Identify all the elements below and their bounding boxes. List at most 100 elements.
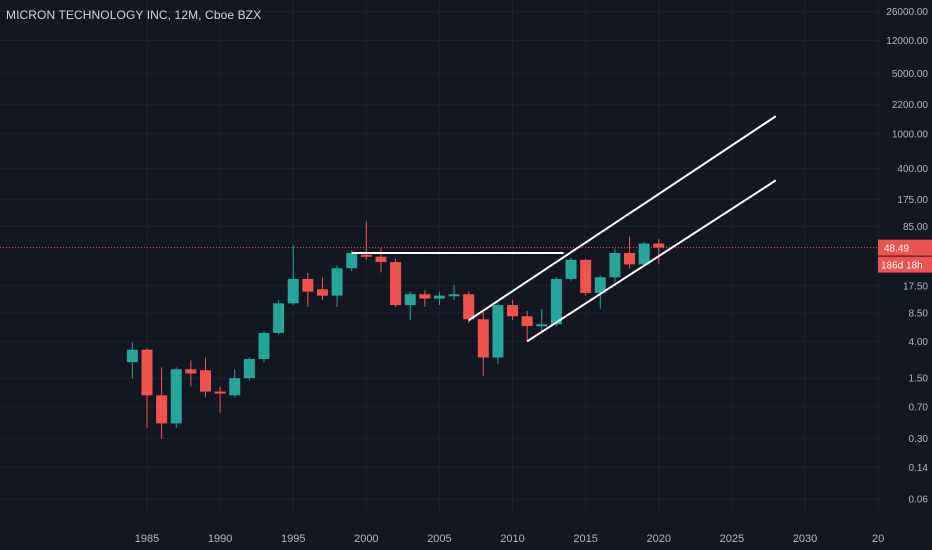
last-price-label: 48.49	[884, 244, 909, 255]
candle-body	[199, 370, 211, 392]
candle-2018	[624, 236, 636, 269]
candle-2009	[492, 303, 504, 364]
candle-body	[375, 256, 387, 263]
x-tick-label: 2030	[793, 533, 817, 545]
time-axis[interactable]: 1985 1990 1995 2000 2005 2010 2015 2020 2025 2030…	[135, 533, 884, 545]
price-badge: 48.49 186d 18h	[878, 239, 932, 273]
candle-body	[360, 254, 372, 257]
x-tick-label: 20	[872, 533, 884, 545]
candle-body	[316, 289, 328, 296]
candle-2003	[404, 291, 416, 321]
candle-2000	[360, 221, 372, 260]
candle-1984	[126, 342, 138, 379]
trend-lines	[351, 115, 777, 343]
candle-body	[419, 294, 431, 299]
candle-body	[243, 358, 255, 379]
candle-body	[156, 395, 168, 424]
candle-2001	[375, 247, 387, 273]
candle-body	[448, 294, 460, 297]
candle-body	[580, 259, 592, 293]
candle-2013	[550, 277, 562, 327]
candle-body	[404, 294, 416, 306]
candle-2011	[521, 310, 533, 342]
y-tick-label: 1.50	[909, 374, 929, 385]
y-tick-label: 2200.00	[892, 100, 929, 111]
grid	[0, 0, 880, 515]
candle-body	[653, 243, 665, 248]
candle-2006	[448, 284, 460, 301]
candle-body	[390, 262, 402, 306]
candles	[126, 221, 665, 439]
x-tick-label: 2025	[720, 533, 744, 545]
candle-1991	[229, 369, 241, 398]
candle-2010	[507, 300, 519, 321]
trend-line[interactable]	[526, 179, 777, 343]
candle-2015	[580, 258, 592, 296]
candle-body	[273, 303, 285, 333]
symbol-title[interactable]: MICRON TECHNOLOGY INC, 12M, Cboe BZX	[6, 8, 262, 22]
y-tick-label: 8.50	[909, 309, 929, 320]
candle-body	[463, 294, 475, 320]
candle-1997	[316, 277, 328, 301]
candle-body	[258, 332, 270, 359]
candle-2020	[653, 238, 665, 265]
candle-1986	[156, 367, 168, 439]
candle-body	[521, 316, 533, 327]
y-tick-label: 175.00	[897, 195, 928, 206]
candle-1989	[199, 357, 211, 398]
candle-1992	[243, 357, 255, 381]
y-tick-label: 4.00	[909, 337, 929, 348]
candle-body	[229, 378, 241, 396]
candle-1985	[141, 348, 153, 428]
y-tick-label: 1000.00	[892, 129, 929, 140]
candle-body	[565, 259, 577, 280]
candle-body	[507, 305, 519, 317]
candle-body	[346, 252, 358, 269]
x-tick-label: 2005	[427, 533, 451, 545]
candle-body	[477, 319, 489, 358]
x-tick-label: 2015	[573, 533, 597, 545]
y-tick-label: 0.06	[909, 495, 929, 506]
y-tick-label: 12000.00	[886, 36, 928, 47]
candle-body	[141, 349, 153, 396]
candle-body	[302, 279, 314, 292]
candle-body	[214, 391, 226, 394]
candle-body	[492, 305, 504, 358]
candle-1988	[185, 360, 197, 387]
candle-body	[638, 243, 650, 265]
y-tick-label: 85.00	[903, 222, 928, 233]
candle-body	[287, 279, 299, 304]
candle-1994	[273, 300, 285, 335]
candle-2014	[565, 257, 577, 281]
candle-2012	[536, 308, 548, 333]
countdown-label: 186d 18h	[881, 261, 923, 272]
y-tick-label: 5000.00	[892, 69, 929, 80]
candle-2008	[477, 312, 489, 376]
x-tick-label: 2020	[647, 533, 671, 545]
trend-line[interactable]	[468, 115, 777, 322]
candle-body	[185, 369, 197, 374]
price-axis[interactable]: 26000.00 12000.00 5000.00 2200.00 1000.00 400…	[886, 7, 928, 506]
candle-1998	[331, 265, 343, 307]
candle-1996	[302, 272, 314, 307]
candle-body	[536, 324, 548, 327]
candle-body	[609, 252, 621, 278]
x-tick-label: 1995	[281, 533, 305, 545]
candle-body	[550, 279, 562, 325]
y-tick-label: 0.30	[909, 434, 929, 445]
x-tick-label: 1985	[135, 533, 159, 545]
candle-body	[624, 252, 636, 265]
candle-2004	[419, 290, 431, 307]
y-tick-label: 400.00	[897, 164, 928, 175]
y-tick-label: 26000.00	[886, 7, 928, 18]
candle-body	[594, 277, 606, 293]
candle-1990	[214, 386, 226, 413]
candle-1993	[258, 331, 270, 363]
candle-body	[433, 295, 445, 299]
candle-2007	[463, 291, 475, 324]
candle-2019	[638, 242, 650, 266]
y-tick-label: 0.14	[909, 463, 929, 474]
candle-body	[331, 268, 343, 296]
